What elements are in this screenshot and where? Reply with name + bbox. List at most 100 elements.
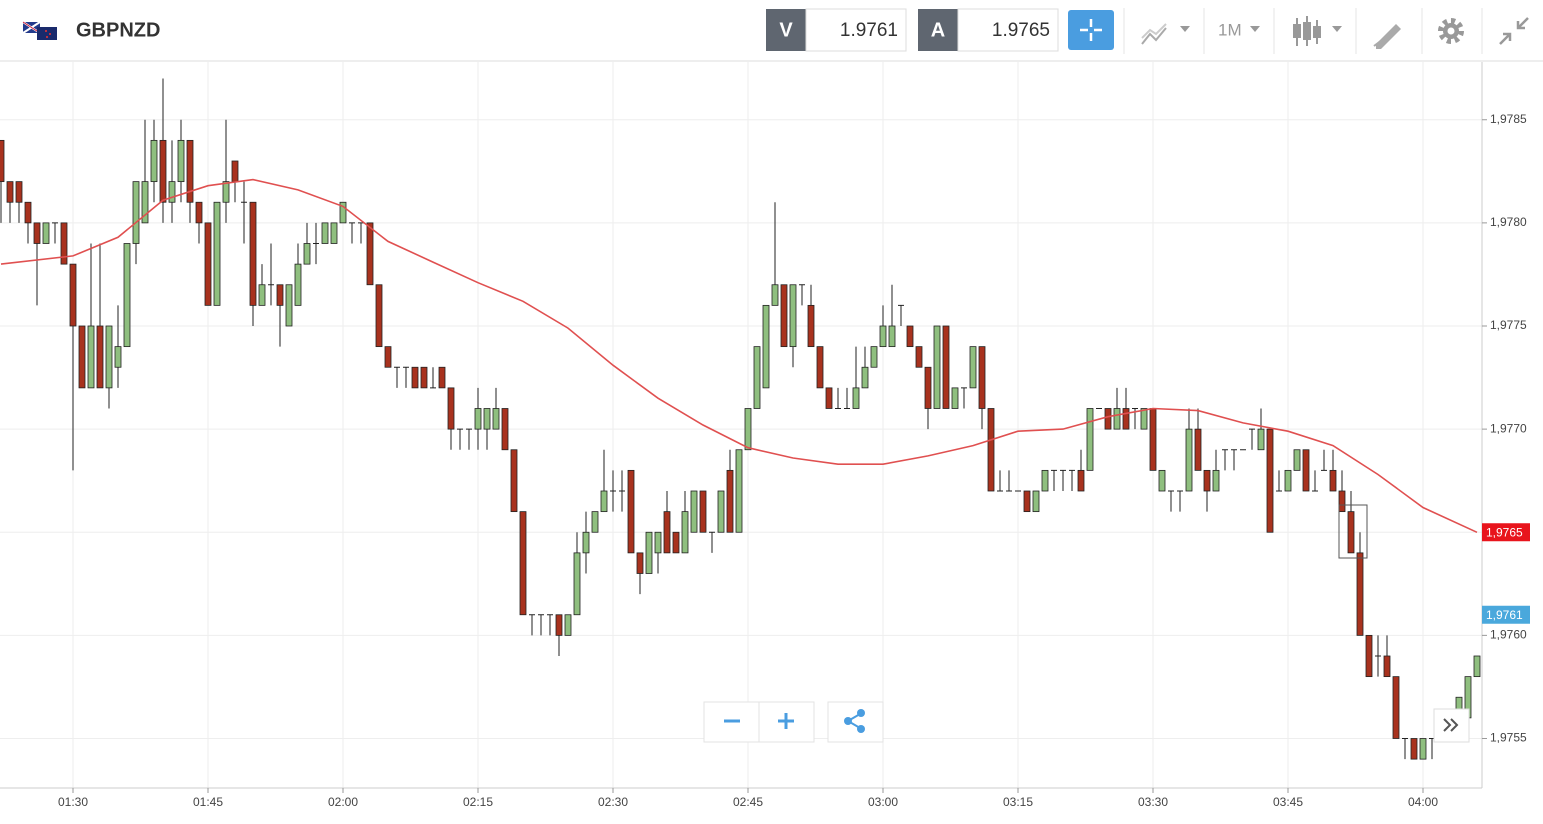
candle-body — [123, 243, 131, 348]
candle-body — [654, 531, 662, 554]
candle-body — [744, 408, 752, 451]
candle-body — [132, 181, 140, 244]
candle-body — [690, 490, 698, 533]
candle-body — [15, 181, 23, 203]
selection-box — [1338, 504, 1368, 559]
candle-body — [105, 325, 113, 389]
candle-body — [285, 284, 293, 327]
candle-body — [294, 263, 302, 306]
candle-body — [1347, 511, 1355, 554]
candle-body — [87, 325, 95, 389]
x-tick-label: 01:30 — [58, 795, 88, 809]
crosshair-button[interactable] — [1068, 10, 1114, 50]
candle-body — [375, 284, 383, 348]
chart-type-button[interactable] — [1293, 16, 1342, 46]
candle-body — [951, 387, 959, 409]
candle-body — [672, 531, 680, 554]
candle-body — [825, 387, 833, 409]
candle-body — [969, 346, 977, 389]
candle-body — [573, 552, 581, 616]
share-button[interactable] — [827, 701, 884, 743]
x-tick-label: 01:45 — [193, 795, 223, 809]
candle-body — [681, 511, 689, 554]
candle-body — [213, 201, 221, 306]
candle-body — [906, 325, 914, 348]
candle-body — [159, 139, 167, 203]
candle-body — [321, 222, 329, 244]
candle-body — [726, 469, 734, 533]
candle-body — [6, 181, 14, 203]
candle-body — [1356, 552, 1364, 636]
candle-body — [600, 490, 608, 513]
candle-body — [735, 449, 743, 533]
candle-body — [1284, 469, 1292, 492]
candle-body — [1122, 408, 1130, 430]
symbol: GBPNZD — [76, 19, 160, 41]
x-tick-label: 03:15 — [1003, 795, 1033, 809]
candle-body — [1410, 738, 1418, 760]
candle-body — [627, 469, 635, 554]
candle-body — [276, 284, 284, 306]
candle-body — [438, 366, 446, 389]
candle-body — [1419, 738, 1427, 760]
candle-body — [1203, 469, 1211, 492]
x-tick-label: 02:00 — [328, 795, 358, 809]
candle-body — [1329, 469, 1337, 492]
candle-body — [1140, 408, 1148, 430]
candle-body — [33, 222, 41, 244]
candle-body — [303, 243, 311, 265]
candle-body — [1212, 469, 1220, 492]
buy-box[interactable]: A 1.9765 — [918, 8, 1059, 52]
collapse-button[interactable] — [1499, 17, 1529, 45]
candle-body — [780, 284, 788, 348]
candle-body — [1113, 408, 1121, 430]
candle-body — [447, 387, 455, 430]
buy-label: A — [931, 19, 945, 41]
draw-button[interactable] — [1373, 24, 1401, 49]
price-tag-label: 1,9761 — [1486, 608, 1523, 622]
scroll-right-button[interactable] — [1433, 708, 1470, 743]
candle-body — [636, 552, 644, 574]
settings-button[interactable] — [1438, 18, 1464, 44]
candle-body — [942, 325, 950, 409]
candle-body — [96, 325, 104, 389]
price-tag — [1482, 523, 1530, 542]
candle-body — [339, 201, 347, 224]
candle-body — [1194, 428, 1202, 471]
candle-body — [510, 449, 518, 513]
plot — [0, 78, 1481, 760]
indicator-button[interactable] — [1141, 23, 1190, 45]
candle-body — [771, 284, 779, 306]
candle-body — [519, 511, 527, 616]
timeframe-button[interactable]: 1M — [1218, 20, 1260, 39]
candle-body — [816, 346, 824, 389]
y-tick-label: 1,9785 — [1490, 112, 1527, 126]
candle-body — [1266, 428, 1274, 533]
candle-body — [177, 139, 185, 183]
candle-body — [663, 511, 671, 554]
candle-body — [978, 346, 986, 409]
candle-body — [42, 222, 50, 244]
candle-body — [915, 346, 923, 368]
price-tag — [1482, 605, 1530, 624]
candle-body — [150, 139, 158, 183]
zoom-in-button[interactable] — [758, 701, 815, 743]
candle-body — [0, 139, 5, 183]
price-tag-label: 1,9765 — [1486, 525, 1523, 539]
candle-body — [753, 346, 761, 409]
candle-body — [330, 222, 338, 244]
candle-body — [24, 201, 32, 224]
candle-body — [222, 181, 230, 203]
candle-body — [762, 304, 770, 389]
candle-body — [1383, 655, 1391, 678]
zoom-out-button[interactable] — [703, 701, 760, 743]
candle-body — [492, 408, 500, 430]
flag — [22, 21, 57, 40]
candle-body — [1302, 449, 1310, 492]
candle-body — [717, 490, 725, 533]
y-tick-label: 1,9775 — [1490, 318, 1527, 332]
candle-body — [78, 325, 86, 389]
sell-box[interactable]: V 1.9761 — [766, 8, 907, 52]
x-tick-label: 04:00 — [1408, 795, 1438, 809]
